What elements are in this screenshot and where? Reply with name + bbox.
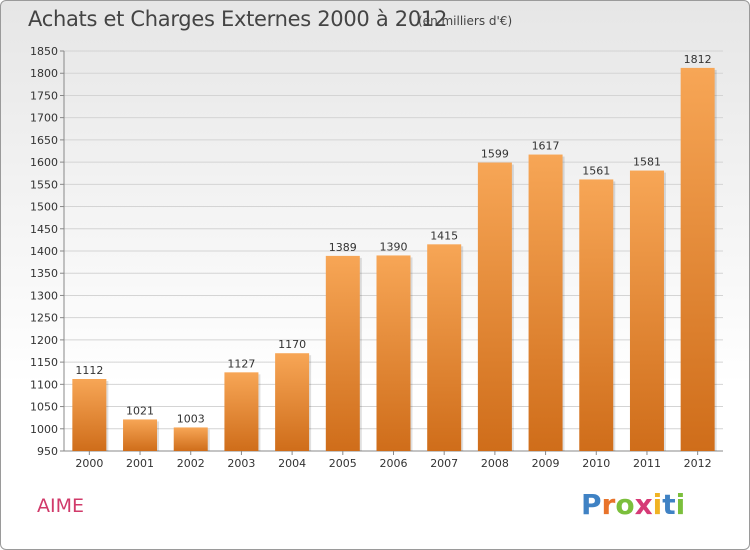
y-tick-label: 1000	[30, 423, 58, 436]
bar-2005	[325, 255, 360, 451]
y-tick-label: 1200	[30, 334, 58, 347]
bar-value-label: 1561	[582, 164, 610, 177]
chart-subtitle: (en milliers d'€)	[418, 14, 513, 28]
x-tick-label: 2003	[227, 457, 255, 470]
bar-value-label: 1021	[126, 404, 154, 417]
bar-value-label: 1003	[177, 412, 205, 425]
bar-value-label: 1390	[380, 240, 408, 253]
logo-letter: i	[652, 488, 663, 521]
bar-2012	[680, 67, 715, 451]
y-tick-label: 1150	[30, 356, 58, 369]
bar-value-label: 1112	[75, 364, 103, 377]
bar-value-label: 1812	[684, 53, 712, 66]
x-tick-label: 2009	[532, 457, 560, 470]
x-tick-label: 2001	[126, 457, 154, 470]
x-tick-label: 2007	[430, 457, 458, 470]
y-tick-label: 1450	[30, 223, 58, 236]
commune-name: AIME	[37, 495, 84, 517]
proxiti-logo: Proxiti	[581, 488, 685, 521]
y-tick-label: 1400	[30, 245, 58, 258]
x-tick-label: 2010	[582, 457, 610, 470]
bar-value-label: 1581	[633, 156, 661, 169]
bar-2009	[528, 154, 563, 452]
bar-2000	[72, 379, 107, 451]
logo-letter: i	[675, 488, 686, 521]
bar-value-label: 1170	[278, 338, 306, 351]
y-tick-label: 1500	[30, 201, 58, 214]
y-tick-label: 1600	[30, 156, 58, 169]
logo-letter: P	[581, 488, 602, 521]
logo-letter: x	[634, 488, 653, 521]
y-tick-label: 1350	[30, 267, 58, 280]
x-tick-label: 2008	[481, 457, 509, 470]
y-tick-label: 950	[37, 445, 58, 458]
bar-2004	[275, 353, 310, 451]
y-tick-label: 1250	[30, 312, 58, 325]
logo-letter: r	[601, 488, 616, 521]
bar-2003	[224, 372, 259, 451]
axes: 950 1000 1050 1100 1150 1200 1250 1300 1350 1400 1…	[30, 45, 723, 470]
y-tick-label: 1300	[30, 289, 58, 302]
bars: 1112 1021 1003 1127 1170 1389 1390 1415 1599 1617…	[72, 53, 717, 452]
x-tick-label: 2004	[278, 457, 306, 470]
bar-value-label: 1599	[481, 148, 509, 161]
x-tick-label: 2011	[633, 457, 661, 470]
bar-2011	[629, 170, 664, 452]
bar-value-label: 1617	[532, 140, 560, 153]
x-tick-label: 2006	[380, 457, 408, 470]
bar-2001	[123, 419, 158, 451]
x-tick-label: 2005	[329, 457, 357, 470]
bar-value-label: 1127	[227, 357, 255, 370]
logo-letter: o	[615, 488, 635, 521]
x-tick-label: 2000	[75, 457, 103, 470]
y-tick-label: 1850	[30, 45, 58, 58]
bar-2007	[427, 244, 462, 451]
bar-2006	[376, 255, 411, 451]
y-tick-label: 1700	[30, 112, 58, 125]
x-tick-label: 2012	[684, 457, 712, 470]
y-tick-label: 1050	[30, 401, 58, 414]
bar-2008	[477, 162, 512, 452]
x-tick-label: 2002	[177, 457, 205, 470]
bar-2002	[173, 427, 208, 451]
bar-value-label: 1415	[430, 229, 458, 242]
y-tick-label: 1100	[30, 378, 58, 391]
y-tick-label: 1550	[30, 178, 58, 191]
logo-letter: t	[662, 488, 676, 521]
y-tick-label: 1800	[30, 67, 58, 80]
y-tick-label: 1650	[30, 134, 58, 147]
chart-title: Achats et Charges Externes 2000 à 2012	[28, 7, 448, 31]
y-tick-label: 1750	[30, 89, 58, 102]
bar-2010	[579, 179, 614, 451]
bar-value-label: 1389	[329, 241, 357, 254]
